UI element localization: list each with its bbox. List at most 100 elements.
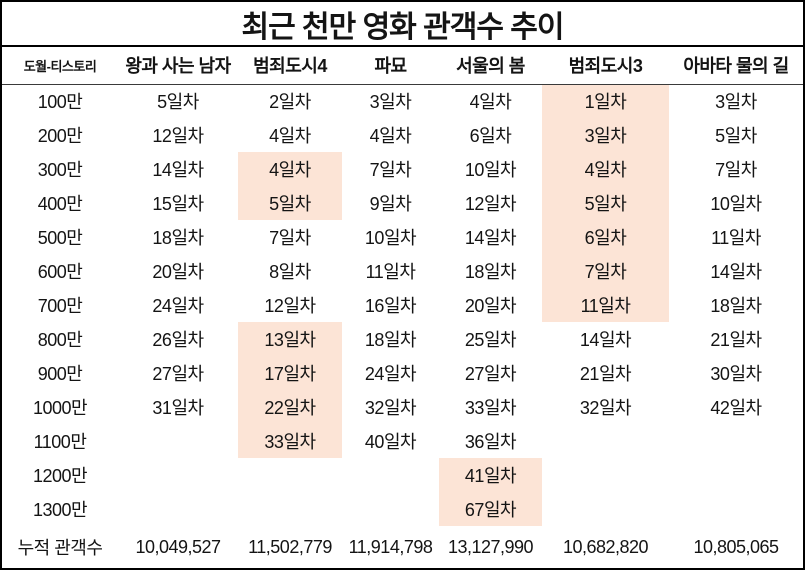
day-cell: 40일차 (364, 432, 417, 452)
milestone-label: 1000만 (32, 398, 88, 418)
table-row: 800만 26일차 13일차 18일차 25일차 14일차 21일차 (2, 322, 803, 356)
table-row: 200만 12일차 4일차 4일차 6일차 3일차 5일차 (2, 118, 803, 152)
day-cell: 17일차 (238, 356, 342, 390)
day-cell: 12일차 (152, 126, 204, 146)
day-cell: 4일차 (369, 126, 412, 146)
day-cell: 7일차 (715, 160, 757, 180)
day-cell: 5일차 (542, 186, 669, 220)
footer-row: 누적 관객수 10,049,527 11,502,779 11,914,798 13,… (2, 526, 803, 568)
day-cell: 3일차 (542, 118, 669, 152)
day-cell (669, 492, 803, 526)
day-cell: 6일차 (542, 220, 669, 254)
day-cell: 4일차 (542, 152, 669, 186)
day-cell: 20일차 (464, 296, 517, 316)
day-cell: 14일차 (710, 262, 762, 282)
column-header: 범죄도시3 (542, 47, 669, 85)
day-cell: 20일차 (152, 262, 204, 282)
column-header: 왕과 사는 남자 (118, 47, 238, 85)
day-cell: 27일차 (464, 364, 517, 384)
table-row: 1100만 33일차 40일차 36일차 (2, 424, 803, 458)
day-cell (342, 458, 439, 492)
table-body: 100만 5일차 2일차 3일차 4일차 1일차 3일차 200만 12일차 4일차 4일차 6일차 3… (2, 84, 803, 526)
day-cell: 5일차 (157, 92, 199, 113)
milestone-label: 700만 (37, 296, 83, 316)
cumulative-total-cell: 10,049,527 (135, 536, 221, 557)
day-cell: 2일차 (269, 92, 311, 113)
day-cell: 10일차 (364, 228, 417, 248)
audience-milestone-table: 도월-티스토리 왕과 사는 남자 범죄도시4 파묘 서울의 봄 범죄도시3 아바타 물의 … (2, 47, 803, 568)
day-cell: 7일차 (369, 160, 412, 180)
day-cell: 21일차 (579, 364, 632, 384)
day-cell: 33일차 (464, 398, 517, 418)
footer-label: 누적 관객수 (17, 538, 103, 558)
day-cell (669, 458, 803, 492)
milestone-label: 100만 (37, 92, 83, 113)
day-cell: 42일차 (710, 398, 762, 418)
table-row: 700만 24일차 12일차 16일차 20일차 11일차 18일차 (2, 288, 803, 322)
day-cell (238, 458, 342, 492)
day-cell: 18일차 (152, 228, 204, 248)
table-row: 500만 18일차 7일차 10일차 14일차 6일차 11일차 (2, 220, 803, 254)
table-row: 1200만 41일차 (2, 458, 803, 492)
day-cell: 14일차 (152, 160, 204, 180)
day-cell: 3일차 (369, 92, 412, 113)
column-header: 서울의 봄 (439, 47, 542, 85)
milestone-label: 500만 (37, 228, 83, 248)
table-row: 100만 5일차 2일차 3일차 4일차 1일차 3일차 (2, 84, 803, 118)
day-cell (542, 492, 669, 526)
day-cell: 1일차 (542, 84, 669, 118)
day-cell: 16일차 (364, 296, 417, 316)
day-cell: 30일차 (710, 364, 762, 384)
day-cell: 11일차 (365, 262, 416, 282)
day-cell: 26일차 (152, 330, 204, 350)
table-row: 1000만 31일차 22일차 32일차 33일차 32일차 42일차 (2, 390, 803, 424)
milestone-label: 1200만 (32, 466, 88, 486)
page-title: 최근 천만 영화 관객수 추이 (2, 2, 803, 47)
day-cell (669, 424, 803, 458)
day-cell: 12일차 (264, 296, 316, 316)
cumulative-total-cell: 13,127,990 (447, 536, 534, 557)
day-cell: 33일차 (238, 424, 342, 458)
day-cell: 18일차 (464, 262, 517, 282)
day-cell: 6일차 (469, 126, 512, 146)
day-cell (118, 424, 238, 458)
milestone-label: 1100만 (33, 432, 87, 452)
day-cell: 9일차 (369, 194, 412, 214)
milestone-label: 1300만 (32, 500, 88, 520)
source-watermark: 도월-티스토리 (2, 47, 118, 85)
table-row: 900만 27일차 17일차 24일차 27일차 21일차 30일차 (2, 356, 803, 390)
day-cell: 12일차 (464, 194, 517, 214)
day-cell: 67일차 (439, 492, 542, 526)
milestone-label: 200만 (37, 126, 83, 146)
cumulative-total-cell: 10,682,820 (562, 536, 649, 557)
day-cell: 10일차 (710, 194, 762, 214)
day-cell: 5일차 (238, 186, 342, 220)
header-row: 도월-티스토리 왕과 사는 남자 범죄도시4 파묘 서울의 봄 범죄도시3 아바타 물의 … (2, 47, 803, 85)
day-cell: 36일차 (464, 432, 517, 452)
milestone-label: 900만 (37, 364, 83, 384)
day-cell: 24일차 (152, 296, 204, 316)
table-row: 600만 20일차 8일차 11일차 18일차 7일차 14일차 (2, 254, 803, 288)
milestone-label: 600만 (37, 262, 83, 282)
day-cell: 13일차 (238, 322, 342, 356)
day-cell: 3일차 (715, 92, 757, 113)
column-header: 아바타 물의 길 (669, 47, 803, 85)
column-header: 파묘 (342, 47, 439, 85)
cumulative-total-cell: 11,502,779 (248, 536, 332, 557)
day-cell: 8일차 (269, 262, 311, 282)
day-cell: 4일차 (238, 152, 342, 186)
day-cell: 24일차 (364, 364, 417, 384)
day-cell: 14일차 (464, 228, 517, 248)
table-row: 1300만 67일차 (2, 492, 803, 526)
day-cell: 11일차 (542, 288, 669, 322)
day-cell (542, 424, 669, 458)
cumulative-total-cell: 10,805,065 (693, 536, 779, 557)
day-cell: 21일차 (710, 330, 762, 350)
milestone-label: 300만 (37, 160, 83, 180)
day-cell: 7일차 (269, 228, 311, 248)
day-cell: 10일차 (464, 160, 517, 180)
day-cell: 18일차 (364, 330, 417, 350)
table-row: 300만 14일차 4일차 7일차 10일차 4일차 7일차 (2, 152, 803, 186)
day-cell (238, 492, 342, 526)
